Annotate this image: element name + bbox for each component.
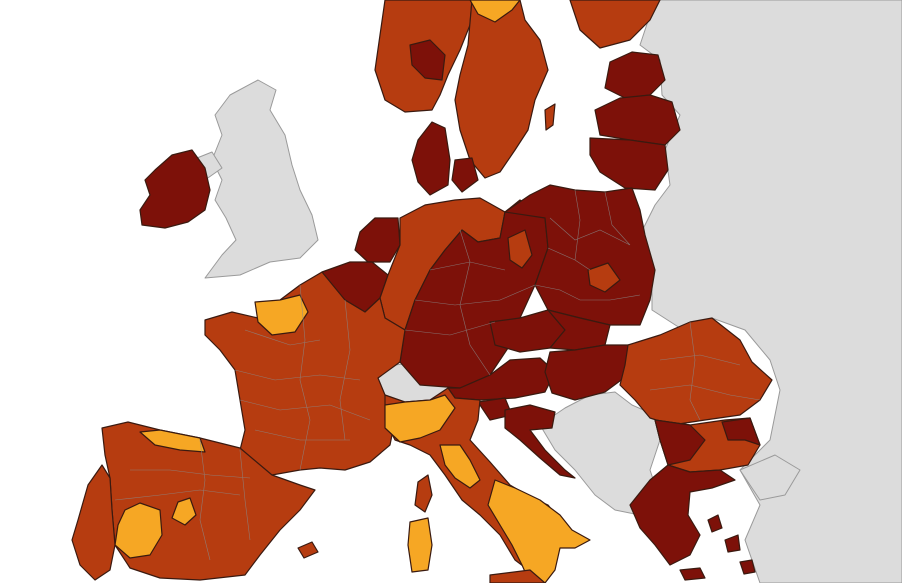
region-sicily xyxy=(489,569,546,583)
region-sweden-north-orange xyxy=(469,0,521,23)
region-spain-north-orange xyxy=(139,429,206,453)
region-balearic xyxy=(297,541,319,559)
region-ile-de-france xyxy=(254,294,309,336)
region-bulgaria-west-dark xyxy=(654,419,706,466)
region-norway-dark xyxy=(409,39,446,81)
region-hungary xyxy=(544,344,631,401)
region-greek-islands xyxy=(679,514,756,581)
region-estonia xyxy=(604,51,666,99)
region-poland xyxy=(504,184,656,326)
region-madrid xyxy=(114,502,163,559)
region-bulgaria-east-dark xyxy=(721,417,761,446)
region-portugal xyxy=(71,464,116,581)
region-italy-center xyxy=(439,444,481,489)
region-sardinia xyxy=(407,517,433,573)
region-ireland xyxy=(139,149,211,229)
region-corsica xyxy=(414,474,433,513)
region-netherlands xyxy=(354,217,401,263)
region-italy-south xyxy=(487,479,591,583)
region-denmark xyxy=(411,121,451,196)
region-zealand xyxy=(451,157,479,193)
internal-borders xyxy=(114,189,761,561)
non-eu-land xyxy=(189,0,902,583)
region-latvia xyxy=(594,94,681,146)
region-finland xyxy=(569,0,661,49)
region-romania xyxy=(619,317,773,426)
region-greece xyxy=(629,464,736,566)
region-italy-north xyxy=(384,394,456,443)
region-united-kingdom xyxy=(204,79,319,279)
region-germany-east-red xyxy=(507,229,533,269)
region-lithuania xyxy=(589,137,669,191)
region-poland-center-red xyxy=(587,262,621,293)
region-turkey-thrace xyxy=(739,454,801,501)
region-sweden xyxy=(454,0,549,179)
region-croatia xyxy=(504,404,576,479)
eu-regions xyxy=(71,0,773,583)
region-gotland xyxy=(544,103,556,131)
region-aragon-orange xyxy=(171,497,197,526)
